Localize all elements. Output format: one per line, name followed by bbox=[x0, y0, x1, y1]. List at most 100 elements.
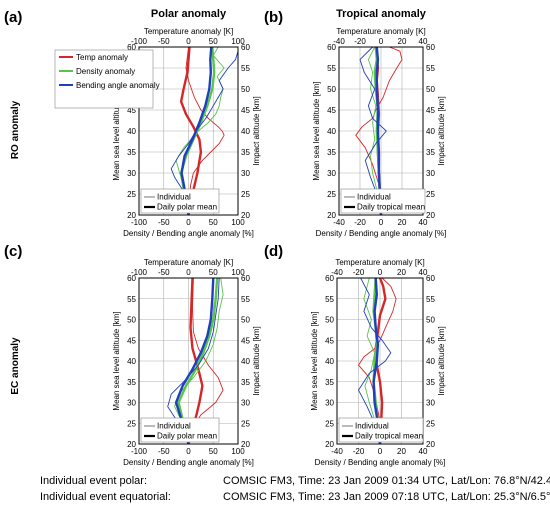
x-tick-label: 0 bbox=[186, 447, 191, 456]
x-tick-label: 40 bbox=[419, 447, 428, 456]
y-right-tick-label: 55 bbox=[426, 295, 435, 304]
row-label-ro: RO anomaly bbox=[10, 100, 21, 159]
top-x-tick-label: -40 bbox=[331, 268, 343, 277]
y-right-tick-label: 35 bbox=[241, 148, 250, 157]
y-right-tick-label: 25 bbox=[426, 190, 435, 199]
x-tick-label: -50 bbox=[158, 218, 170, 227]
y-tick-label: 40 bbox=[325, 357, 334, 366]
y-right-tick-label: 50 bbox=[241, 316, 250, 325]
y-axis-title: Mean sea level altitude [km] bbox=[112, 81, 121, 180]
x-axis-title: Density / Bending angle anomaly [%] bbox=[315, 458, 446, 467]
x-tick-label: 50 bbox=[209, 447, 218, 456]
top-x-tick-label: 20 bbox=[398, 37, 407, 46]
top-x-tick-label: 40 bbox=[419, 268, 428, 277]
y-right-tick-label: 50 bbox=[426, 316, 435, 325]
row-label-ec: EC anomaly bbox=[10, 337, 21, 395]
footer-text-equatorial: COMSIC FM3, Time: 23 Jan 2009 07:18 UTC,… bbox=[223, 491, 550, 503]
plot-frame bbox=[338, 46, 424, 216]
series-mean-density bbox=[177, 277, 219, 445]
y-tick-label: 35 bbox=[127, 148, 136, 157]
component-legend-box bbox=[54, 49, 154, 109]
y-right-tick-label: 55 bbox=[426, 64, 435, 73]
y-right-tick-label: 60 bbox=[241, 274, 250, 283]
y-right-tick-label: 20 bbox=[241, 211, 250, 220]
series-mean-temperature bbox=[179, 46, 203, 216]
y-axis-title: Mean sea level altitude [km] bbox=[112, 311, 121, 410]
footer-label-polar: Individual event polar: bbox=[40, 475, 147, 487]
y-right-tick-label: 40 bbox=[241, 127, 250, 136]
y-right-tick-label: 30 bbox=[241, 169, 250, 178]
plot-frame bbox=[138, 46, 239, 216]
y-right-tick-label: 45 bbox=[426, 106, 435, 115]
series-individual-bending bbox=[167, 277, 220, 445]
y-tick-label: 45 bbox=[127, 336, 136, 345]
y-tick-label: 45 bbox=[325, 336, 334, 345]
y-tick-label: 50 bbox=[327, 85, 336, 94]
series-individual-bending bbox=[358, 277, 392, 445]
x-tick-label: 0 bbox=[379, 218, 384, 227]
footer-text-polar: COMSIC FM3, Time: 23 Jan 2009 01:34 UTC,… bbox=[223, 475, 550, 487]
y-tick-label: 60 bbox=[327, 43, 336, 52]
top-x-tick-label: -50 bbox=[158, 268, 170, 277]
x-tick-label: 0 bbox=[186, 218, 191, 227]
series-mean-bending bbox=[180, 46, 213, 216]
top-x-tick-label: 100 bbox=[231, 37, 245, 46]
top-x-tick-label: 0 bbox=[186, 268, 191, 277]
x-tick-label: 50 bbox=[209, 218, 218, 227]
style-legend-label-mean: Daily polar mean bbox=[157, 432, 217, 441]
y-tick-label: 45 bbox=[327, 106, 336, 115]
plot-frame bbox=[336, 277, 424, 445]
top-x-tick-label: 0 bbox=[378, 268, 383, 277]
plot-frame bbox=[138, 277, 239, 445]
x-tick-label: -100 bbox=[131, 447, 148, 456]
series-mean-bending bbox=[372, 277, 382, 445]
panel-title: Polar anomaly bbox=[151, 8, 227, 20]
series-individual-density bbox=[367, 46, 382, 216]
y-tick-label: 40 bbox=[327, 127, 336, 136]
style-legend-label-mean: Daily tropical mean bbox=[355, 432, 423, 441]
y-tick-label: 30 bbox=[325, 399, 334, 408]
top-x-tick-label: -20 bbox=[354, 37, 366, 46]
top-x-tick-label: 40 bbox=[419, 37, 428, 46]
y-tick-label: 30 bbox=[327, 169, 336, 178]
y-tick-label: 40 bbox=[127, 127, 136, 136]
y-tick-label: 25 bbox=[327, 190, 336, 199]
y-right-tick-label: 25 bbox=[426, 419, 435, 428]
y-tick-label: 45 bbox=[127, 106, 136, 115]
top-x-tick-label: 20 bbox=[397, 268, 406, 277]
y-right-tick-label: 30 bbox=[241, 399, 250, 408]
y-right-tick-label: 45 bbox=[426, 336, 435, 345]
y-right-tick-label: 55 bbox=[241, 64, 250, 73]
x-tick-label: -20 bbox=[354, 218, 366, 227]
y-tick-label: 40 bbox=[127, 357, 136, 366]
x-tick-label: 100 bbox=[231, 218, 245, 227]
y-right-tick-label: 35 bbox=[426, 378, 435, 387]
component-legend-label: Bending angle anomaly bbox=[76, 81, 160, 90]
component-legend: Temp anomaly Density anomaly Bending angle… bbox=[54, 49, 160, 109]
y-tick-label: 60 bbox=[127, 43, 136, 52]
y-right-tick-label: 40 bbox=[426, 127, 435, 136]
top-x-tick-label: -20 bbox=[353, 268, 365, 277]
top-x-tick-label: 0 bbox=[379, 37, 384, 46]
y-right-axis-title: Impact altitude [km] bbox=[252, 326, 261, 395]
footer-label-equatorial: Individual event equatorial: bbox=[40, 491, 171, 503]
x-tick-label: 20 bbox=[398, 218, 407, 227]
top-x-tick-label: 50 bbox=[209, 268, 218, 277]
y-tick-label: 35 bbox=[327, 148, 336, 157]
top-x-tick-label: 100 bbox=[231, 268, 245, 277]
y-tick-label: 35 bbox=[325, 378, 334, 387]
y-right-tick-label: 45 bbox=[241, 336, 250, 345]
style-legend-label-mean: Daily polar mean bbox=[157, 203, 217, 212]
y-right-axis-title: Impact altitude [km] bbox=[437, 96, 446, 165]
panel-letter: (a) bbox=[4, 9, 22, 26]
top-x-axis-title: Temperature anomaly [K] bbox=[335, 258, 424, 267]
y-tick-label: 35 bbox=[127, 378, 136, 387]
x-tick-label: -50 bbox=[158, 447, 170, 456]
style-legend-label-individual: Individual bbox=[355, 422, 389, 431]
style-legend-box bbox=[340, 188, 426, 214]
